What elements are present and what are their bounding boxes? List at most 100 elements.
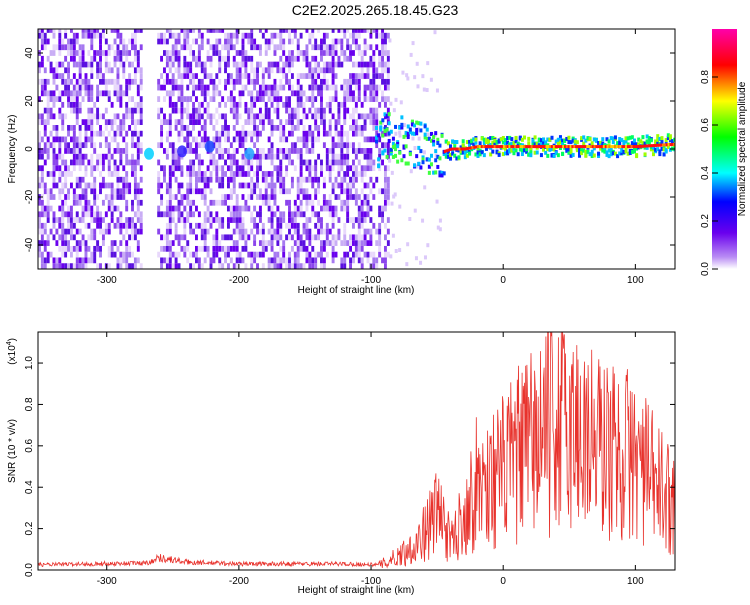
spectrogram-cell <box>78 263 82 269</box>
spectrogram-cell <box>52 159 56 166</box>
spectrogram-cell <box>101 240 105 246</box>
spectrogram-cell <box>192 211 196 218</box>
spectrogram-cell <box>101 234 105 241</box>
spectrogram-cell <box>96 263 100 269</box>
spectrogram-track-cell <box>503 146 507 151</box>
spectrogram-cell <box>38 130 41 137</box>
spectrogram-cell <box>334 38 338 45</box>
spectrogram-cell <box>317 73 321 79</box>
spectrogram-cell <box>104 182 108 189</box>
spectrogram-cell <box>61 101 65 108</box>
spectrogram-cell <box>366 67 370 74</box>
spectrogram-cell <box>270 130 274 137</box>
spectrogram-cell <box>189 171 193 177</box>
spectrogram-cell <box>122 73 126 79</box>
spectrogram-cell <box>273 182 277 189</box>
spectrogram-track-cell <box>427 170 431 175</box>
spectrogram-cell <box>235 211 239 218</box>
spectrogram-cell <box>308 107 312 114</box>
spectrogram-cell <box>122 44 126 51</box>
spectrogram-cell <box>189 78 193 85</box>
spectrogram-cell <box>383 182 387 189</box>
spectrogram-cell <box>414 256 418 261</box>
spectrogram-cell <box>388 158 392 163</box>
spectrogram-cell <box>381 257 384 264</box>
spectrogram-cell <box>241 142 245 149</box>
spectrogram-track-cell <box>391 145 395 150</box>
spectrogram-cell <box>343 32 347 39</box>
spectrogram-cell <box>238 228 242 235</box>
spectrogram-cell <box>270 222 274 229</box>
spectrogram-cell <box>58 148 62 154</box>
spectrogram-cell <box>372 107 376 114</box>
spectrogram-cell <box>299 211 303 218</box>
spectrogram-cell <box>186 73 190 79</box>
spectrogram-cell <box>256 113 259 120</box>
spectrogram-cell <box>81 240 85 246</box>
spectrogram-cell <box>372 113 376 120</box>
spectrogram-track-cell <box>406 161 410 166</box>
spectrogram-cell <box>183 67 187 74</box>
spectrogram-cell <box>136 240 140 246</box>
spectrogram-cell <box>40 251 44 258</box>
spectrogram-cell <box>128 222 132 229</box>
spectrogram-cell <box>273 199 277 206</box>
spectrogram-cell <box>334 130 338 137</box>
spectrogram-cell <box>218 78 222 85</box>
spectrogram-cell <box>209 211 213 218</box>
spectrogram-cell <box>285 234 289 241</box>
spectrogram-cell <box>235 136 239 143</box>
spectrogram-cell <box>296 84 300 91</box>
spectrogram-cell <box>192 263 196 269</box>
spectrogram-track-cell <box>385 154 389 159</box>
spectrogram-cell <box>203 245 207 252</box>
spectrogram-cell <box>90 61 94 68</box>
spectrogram-cell <box>354 199 358 206</box>
spectrogram-y-tick-label: 20 <box>24 95 35 107</box>
spectrogram-cell <box>189 222 193 229</box>
spectrogram-cell <box>238 113 242 120</box>
spectrogram-cell <box>177 38 181 45</box>
spectrogram-track-cell <box>432 139 436 144</box>
spectrogram-cell <box>325 32 329 39</box>
spectrogram-cell <box>250 44 254 51</box>
spectrogram-cell <box>113 55 117 62</box>
spectrogram-track-cell <box>622 139 626 144</box>
spectrogram-cell <box>215 234 219 241</box>
spectrogram-cell <box>84 165 88 172</box>
spectrogram-cell <box>52 222 56 229</box>
spectrogram-cell <box>197 61 201 68</box>
spectrogram-cell <box>415 61 419 66</box>
spectrogram-cell <box>288 32 291 39</box>
spectrogram-track-core <box>580 145 584 149</box>
spectrogram-track-cell <box>413 123 417 128</box>
spectrogram-cell <box>328 194 332 200</box>
spectrogram-cell <box>229 159 233 166</box>
spectrogram-cell <box>331 84 335 91</box>
spectrogram-cell <box>423 185 427 190</box>
spectrogram-track-cell <box>387 138 391 143</box>
spectrogram-cell <box>72 263 76 269</box>
spectrogram-cell <box>296 101 300 108</box>
spectrogram-cell <box>186 113 190 120</box>
spectrogram-cell <box>302 50 306 56</box>
spectrogram-track-cell <box>484 137 488 142</box>
spectrogram-cell <box>64 165 68 172</box>
spectrogram-cell <box>107 199 111 206</box>
spectrogram-cell <box>290 61 294 68</box>
spectrogram-cell <box>46 90 50 97</box>
spectrogram-cell <box>224 119 227 125</box>
spectrogram-cell <box>40 32 44 39</box>
spectrogram-cell <box>261 194 265 200</box>
spectrogram-cell <box>224 55 227 62</box>
spectrogram-cell <box>177 263 181 269</box>
spectrogram-cell <box>232 113 236 120</box>
spectrogram-cell <box>386 50 390 56</box>
spectrogram-cell <box>241 38 245 45</box>
spectrogram-cell <box>55 217 59 223</box>
snr-x-tick-label: -200 <box>229 576 249 587</box>
spectrogram-cell <box>383 142 387 149</box>
spectrogram-cell <box>325 222 329 229</box>
spectrogram-cell <box>366 228 370 235</box>
spectrogram-cell <box>416 84 420 89</box>
